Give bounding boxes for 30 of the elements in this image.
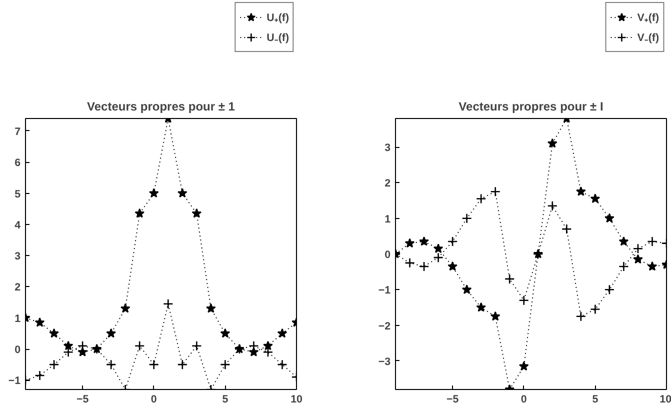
y-tick-label: 1 [14, 312, 21, 325]
x-tick-label: −5 [76, 394, 89, 406]
x-tick-label: 5 [222, 394, 228, 406]
y-tick-label: −2 [378, 320, 391, 332]
chart-title: Vecteurs propres pour ± I [458, 100, 604, 114]
legend-label: U₋(f) [266, 31, 289, 44]
x-tick-label: 0 [520, 394, 527, 406]
y-tick-label: 0 [384, 249, 391, 261]
y-tick-label: 2 [14, 282, 21, 294]
y-tick-label: 7 [14, 126, 21, 138]
y-tick-label: 3 [384, 142, 391, 154]
x-tick-label: −5 [446, 394, 459, 406]
y-tick-label: 4 [14, 219, 21, 232]
x-tick-label: 10 [290, 394, 302, 406]
y-tick-label: 0 [14, 344, 21, 356]
legend-label: U₊(f) [266, 11, 289, 24]
legend-label: V₊(f) [637, 11, 659, 24]
x-tick-label: 5 [592, 394, 598, 406]
chart-title: Vecteurs propres pour ± 1 [87, 100, 236, 114]
y-tick-label: 3 [14, 250, 21, 263]
y-tick-label: 2 [384, 178, 391, 190]
x-tick-label: 10 [660, 394, 671, 406]
y-tick-label: −1 [378, 284, 391, 297]
x-tick-label: 0 [150, 394, 157, 406]
y-tick-label: −3 [378, 356, 391, 368]
legend-label: V₋(f) [637, 31, 659, 44]
y-tick-label: −1 [8, 375, 21, 388]
y-tick-label: 5 [14, 188, 21, 200]
y-tick-label: 6 [14, 157, 21, 170]
y-tick-label: 1 [384, 213, 391, 226]
